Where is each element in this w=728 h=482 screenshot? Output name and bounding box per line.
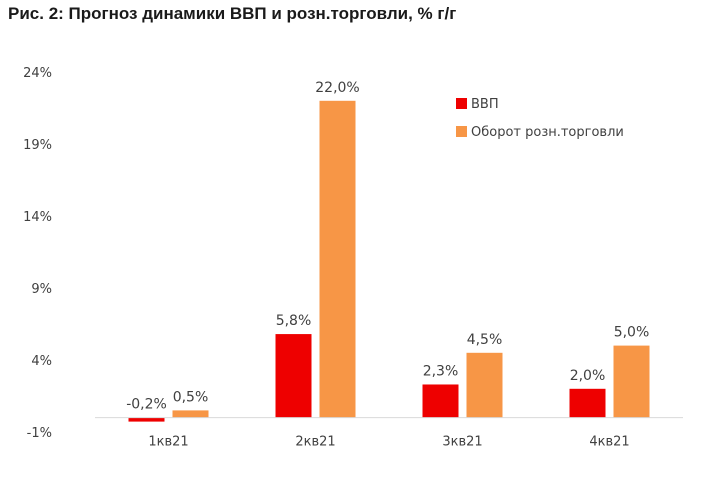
data-labels: -0,2% 0,5% 5,8% 22,0% 2,3% 4,5% 2,0% 5,0%: [126, 80, 649, 413]
y-axis-ticks: 24% 19% 14% 9% 4% -1%: [23, 66, 52, 441]
data-label: 4,5%: [467, 332, 503, 348]
x-tick-label: 2кв21: [295, 435, 335, 450]
data-label: 2,3%: [423, 363, 459, 379]
x-tick-label: 4кв21: [589, 435, 629, 450]
y-tick-label: 9%: [31, 282, 52, 297]
legend: ВВП Оборот розн.торговли: [456, 97, 624, 140]
legend-swatch: [456, 98, 467, 109]
y-tick-label: -1%: [27, 426, 52, 441]
y-tick-label: 24%: [23, 66, 52, 81]
x-tick-label: 1кв21: [148, 435, 188, 450]
bars: [128, 100, 650, 422]
legend-label: Оборот розн.торговли: [471, 125, 624, 140]
x-tick-label: 3кв21: [442, 435, 482, 450]
gdp-bar-3кв21: [422, 384, 459, 418]
retail-bar-1кв21: [172, 410, 209, 418]
retail-bar-4кв21: [613, 345, 650, 418]
y-tick-label: 14%: [23, 210, 52, 225]
gdp-bar-1кв21: [128, 417, 165, 422]
legend-label: ВВП: [471, 97, 499, 112]
legend-swatch: [456, 126, 467, 137]
y-tick-label: 19%: [23, 138, 52, 153]
chart-title: Рис. 2: Прогноз динамики ВВП и розн.торг…: [8, 4, 457, 23]
data-label: 22,0%: [315, 80, 359, 96]
data-label: 5,8%: [276, 313, 312, 329]
retail-bar-2кв21: [319, 100, 356, 418]
data-label: 0,5%: [173, 389, 209, 405]
gdp-bar-2кв21: [275, 334, 312, 418]
retail-bar-3кв21: [466, 352, 503, 418]
x-axis-ticks: 1кв21 2кв21 3кв21 4кв21: [148, 435, 629, 450]
data-label: 5,0%: [614, 325, 650, 341]
data-label: -0,2%: [126, 397, 167, 413]
y-tick-label: 4%: [31, 354, 52, 369]
gdp-bar-4кв21: [569, 388, 606, 418]
data-label: 2,0%: [570, 368, 606, 384]
